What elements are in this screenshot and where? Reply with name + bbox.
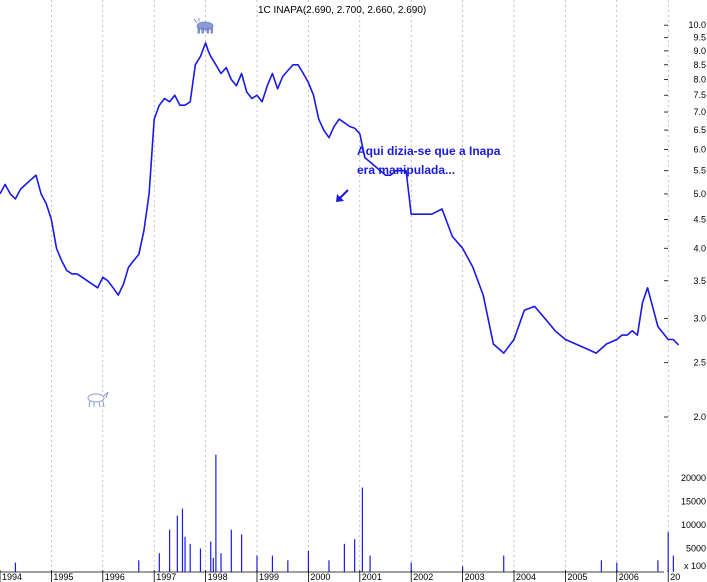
- y-tick-label: 6.0: [693, 145, 706, 155]
- y-tick-label: 10.0: [688, 20, 706, 30]
- y-tick-label: 6.5: [693, 125, 706, 135]
- arrow-icon: [336, 189, 349, 202]
- y-tick-label: 5.5: [693, 166, 706, 176]
- y-tick-label: 8.0: [693, 75, 706, 85]
- x-tick-label: 20: [670, 572, 680, 582]
- bear-icon: [87, 391, 109, 408]
- x-tick-label: 1996: [105, 572, 125, 582]
- year-grid: [51, 0, 669, 572]
- bull-icon: [193, 18, 214, 34]
- x-tick-label: 1994: [2, 572, 22, 582]
- y-tick-label: 9.5: [693, 33, 706, 43]
- volume-tick-label: 20000: [681, 473, 706, 483]
- x-tick-label: 2006: [619, 572, 639, 582]
- y-tick-label: 7.0: [693, 107, 706, 117]
- y-tick-label: 3.5: [693, 276, 706, 286]
- volume-bars: [0, 454, 674, 573]
- volume-tick-label: 15000: [681, 497, 706, 507]
- y-tick-label: 4.0: [693, 243, 706, 253]
- annotation-line-1: Aqui dizia-se que a Inapa: [357, 144, 501, 158]
- price-axis: 10.0 9.5 9.0 8.5 8.0 7.5 7.0 6.5 6.0 5.5 5.0 4.5 4.0…: [664, 20, 706, 422]
- x-tick-label: 2005: [567, 572, 587, 582]
- chart-title: 1C INAPA(2.690, 2.700, 2.660, 2.690): [258, 5, 426, 16]
- y-tick-label: 5.0: [693, 189, 706, 199]
- x-tick-label: 2004: [516, 572, 536, 582]
- y-tick-label: 2.5: [693, 358, 706, 368]
- annotation-line-2: era manipulada...: [357, 163, 455, 177]
- y-tick-label: 2.0: [693, 412, 706, 422]
- y-tick-label: 8.5: [693, 60, 706, 70]
- x-tick-label: 2003: [465, 572, 485, 582]
- x-tick-label: 1998: [208, 572, 228, 582]
- volume-axis: 20000 15000 10000 5000 x 100: [681, 473, 706, 571]
- volume-tick-label: 10000: [681, 520, 706, 530]
- x-tick-label: 2002: [413, 572, 433, 582]
- price-series-line: [0, 42, 680, 354]
- annotation: Aqui dizia-se que a Inapa era manipulada…: [357, 144, 501, 177]
- volume-unit-label: x 100: [684, 561, 706, 571]
- y-tick-label: 9.0: [693, 46, 706, 56]
- time-axis: 1994 1995 1996 1997 1998 1999 2000 2001 2002 2003…: [0, 570, 680, 582]
- y-tick-label: 3.0: [693, 313, 706, 323]
- x-tick-label: 2001: [362, 572, 382, 582]
- x-tick-label: 1999: [259, 572, 279, 582]
- x-tick-label: 2000: [310, 572, 330, 582]
- y-tick-label: 4.5: [693, 215, 706, 225]
- volume-tick-label: 5000: [686, 544, 706, 554]
- y-tick-label: 7.5: [693, 90, 706, 100]
- x-tick-label: 1997: [156, 572, 176, 582]
- x-tick-label: 1995: [53, 572, 73, 582]
